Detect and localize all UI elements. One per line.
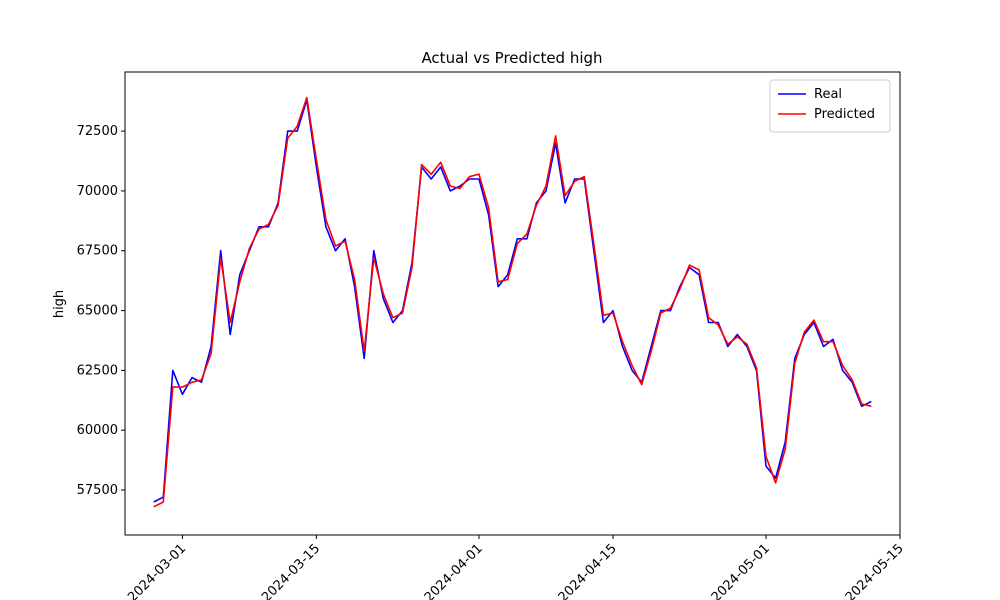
y-tick-label: 65000 [77,304,118,319]
y-tick-label: 62500 [77,363,118,378]
series-line [153,96,872,508]
x-tick-label: 2024-03-01 [125,541,189,600]
x-tick-label: 2024-05-01 [709,541,773,600]
x-tick-label: 2024-04-01 [422,541,486,600]
y-tick-label: 67500 [77,244,118,259]
chart-title: Actual vs Predicted high [421,49,602,67]
x-tick-label: 2024-03-15 [259,541,323,600]
x-tick-label: 2024-05-15 [843,541,907,600]
legend-box [769,79,891,133]
y-axis-label: high [52,290,67,318]
y-tick-label: 70000 [77,184,118,199]
legend-label: Real [814,87,842,102]
y-tick-label: 72500 [77,124,118,139]
legend-label: Predicted [814,107,875,122]
plot-area [124,71,901,536]
x-tick-label: 2024-04-15 [556,541,620,600]
y-tick-label: 57500 [77,483,118,498]
y-tick-label: 60000 [77,423,118,438]
